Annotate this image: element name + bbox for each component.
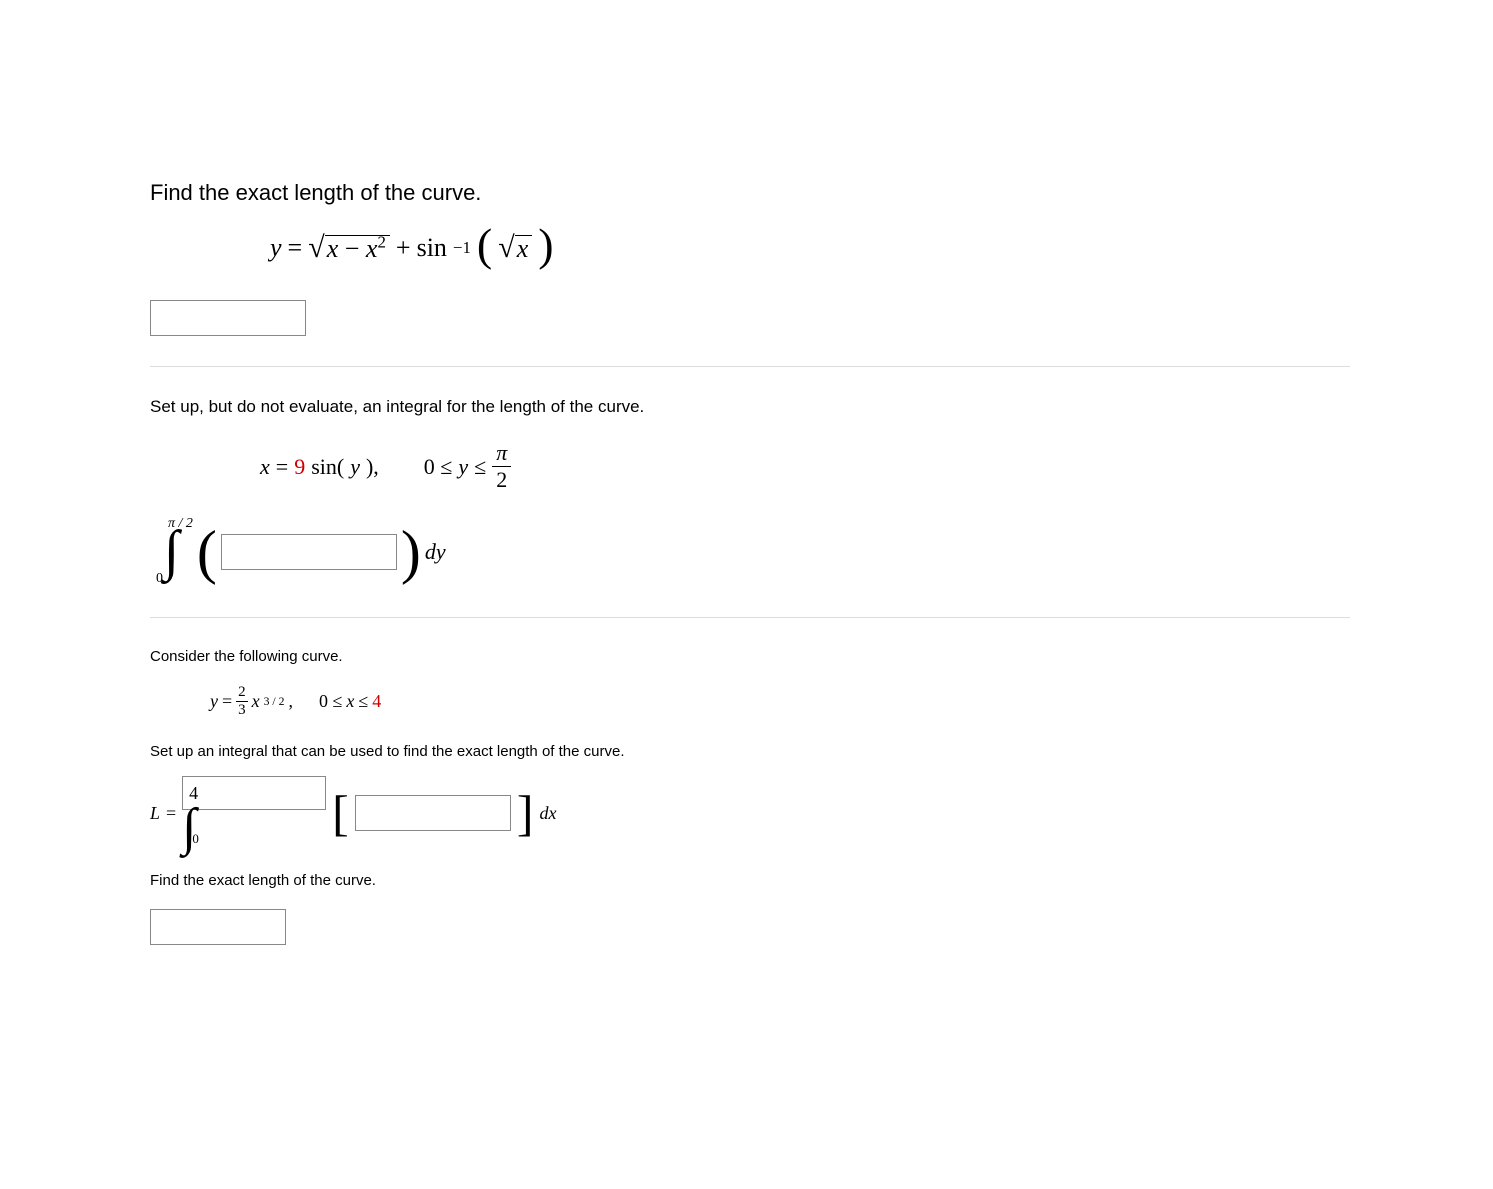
eq1-rparen: ) bbox=[538, 231, 553, 259]
eq2-lhs: x bbox=[260, 454, 270, 480]
eq3-bound-var: x bbox=[346, 691, 354, 712]
int3-lower-group: ∫ 0 bbox=[182, 810, 199, 846]
eq1-sqrt-body: x − x2 bbox=[325, 235, 390, 262]
eq1-exp: 2 bbox=[377, 232, 385, 251]
eq3-lhs: y bbox=[210, 691, 218, 712]
int-lower: 0 bbox=[150, 571, 163, 587]
int2-rparen: ) bbox=[401, 534, 421, 570]
eq1-plus: + bbox=[396, 233, 411, 263]
problem-1-equation: y = √ x − x2 + sin−1 ( √ x ) bbox=[270, 231, 1350, 265]
int3-lower: 0 bbox=[192, 831, 199, 847]
eq1-inner-sqrt: √ x bbox=[498, 231, 532, 265]
eq2-frac-num: π bbox=[492, 442, 511, 466]
eq1-lparen: ( bbox=[477, 231, 492, 259]
eq2-equals: = bbox=[276, 454, 288, 480]
problem-3-equation: y = 2 3 x3 / 2, 0 ≤ x ≤ 4 bbox=[210, 685, 1350, 718]
eq1-sqrt: √ x − x2 bbox=[308, 231, 390, 265]
int3-equals: = bbox=[166, 803, 176, 824]
sqrt-icon: √ bbox=[308, 231, 324, 265]
eq3-equals: = bbox=[222, 691, 232, 712]
eq1-equals: = bbox=[288, 233, 303, 263]
problem-3-answer-input[interactable] bbox=[150, 909, 286, 945]
eq1-inner-body: x bbox=[515, 235, 533, 262]
eq2-var: y bbox=[350, 454, 360, 480]
eq2-bound-mid: ≤ bbox=[474, 454, 486, 480]
eq2-frac: π 2 bbox=[492, 442, 511, 491]
problem-3-subprompt2: Find the exact length of the curve. bbox=[150, 872, 1350, 889]
eq3-bound-rhs: 4 bbox=[372, 691, 381, 712]
eq3-var: x bbox=[252, 691, 260, 712]
divider-1 bbox=[150, 366, 1350, 367]
eq2-close: ), bbox=[366, 454, 379, 480]
problem-3: Consider the following curve. y = 2 3 x3… bbox=[150, 648, 1350, 944]
int3-rbracket: ] bbox=[517, 798, 534, 828]
eq1-minus: − bbox=[345, 234, 366, 263]
problem-2-integral: π / 2 ∫ 0 ( ) dy bbox=[150, 516, 1350, 587]
eq3-spacer bbox=[297, 691, 315, 712]
problem-3-subprompt: Set up an integral that can be used to f… bbox=[150, 743, 1350, 760]
problem-2: Set up, but do not evaluate, an integral… bbox=[150, 397, 1350, 587]
eq3-den: 3 bbox=[236, 701, 248, 718]
eq2-coef: 9 bbox=[294, 454, 305, 480]
problem-3-integrand-input[interactable] bbox=[355, 795, 511, 831]
eq3-num: 2 bbox=[236, 685, 248, 701]
problem-1: Find the exact length of the curve. y = … bbox=[150, 180, 1350, 336]
int3-symbol-group: ∫ 0 bbox=[182, 780, 326, 846]
problem-3-integral: L = ∫ 0 [ ] dx bbox=[150, 780, 1350, 846]
problem-3-prompt: Consider the following curve. bbox=[150, 648, 1350, 665]
eq1-func: sin bbox=[417, 233, 447, 263]
problem-2-equation: x = 9 sin(y), 0 ≤ y ≤ π 2 bbox=[260, 442, 1350, 491]
int3-lhs: L bbox=[150, 803, 160, 824]
int3-lbracket: [ bbox=[332, 798, 349, 828]
eq2-bound-lhs: 0 ≤ bbox=[424, 454, 453, 480]
int3-dvar: dx bbox=[539, 803, 556, 824]
eq2-spacer bbox=[385, 454, 418, 480]
divider-2 bbox=[150, 617, 1350, 618]
problem-1-answer-input[interactable] bbox=[150, 300, 306, 336]
integral-icon: ∫ 0 bbox=[182, 810, 199, 846]
problem-3-upper-input[interactable] bbox=[182, 776, 326, 810]
int-glyph: ∫ bbox=[164, 532, 179, 571]
sqrt-icon: √ bbox=[498, 231, 514, 265]
int2-lparen: ( bbox=[197, 534, 217, 570]
problem-1-prompt: Find the exact length of the curve. bbox=[150, 180, 1350, 206]
problem-2-prompt: Set up, but do not evaluate, an integral… bbox=[150, 397, 1350, 417]
eq1-x2: x bbox=[366, 234, 378, 263]
page: Find the exact length of the curve. y = … bbox=[0, 0, 1350, 1175]
integral-icon: π / 2 ∫ 0 bbox=[150, 516, 193, 587]
int2-dvar: dy bbox=[425, 539, 446, 565]
eq1-x1: x bbox=[327, 234, 339, 263]
eq3-comma: , bbox=[288, 691, 293, 712]
eq3-bound-lhs: 0 ≤ bbox=[319, 691, 342, 712]
problem-2-integrand-input[interactable] bbox=[221, 534, 397, 570]
eq1-lhs: y bbox=[270, 233, 282, 263]
eq3-bound-mid: ≤ bbox=[358, 691, 368, 712]
eq2-bound-var: y bbox=[458, 454, 468, 480]
eq2-frac-den: 2 bbox=[492, 466, 511, 491]
eq2-sin-open: sin( bbox=[311, 454, 344, 480]
eq3-frac: 2 3 bbox=[236, 685, 248, 718]
